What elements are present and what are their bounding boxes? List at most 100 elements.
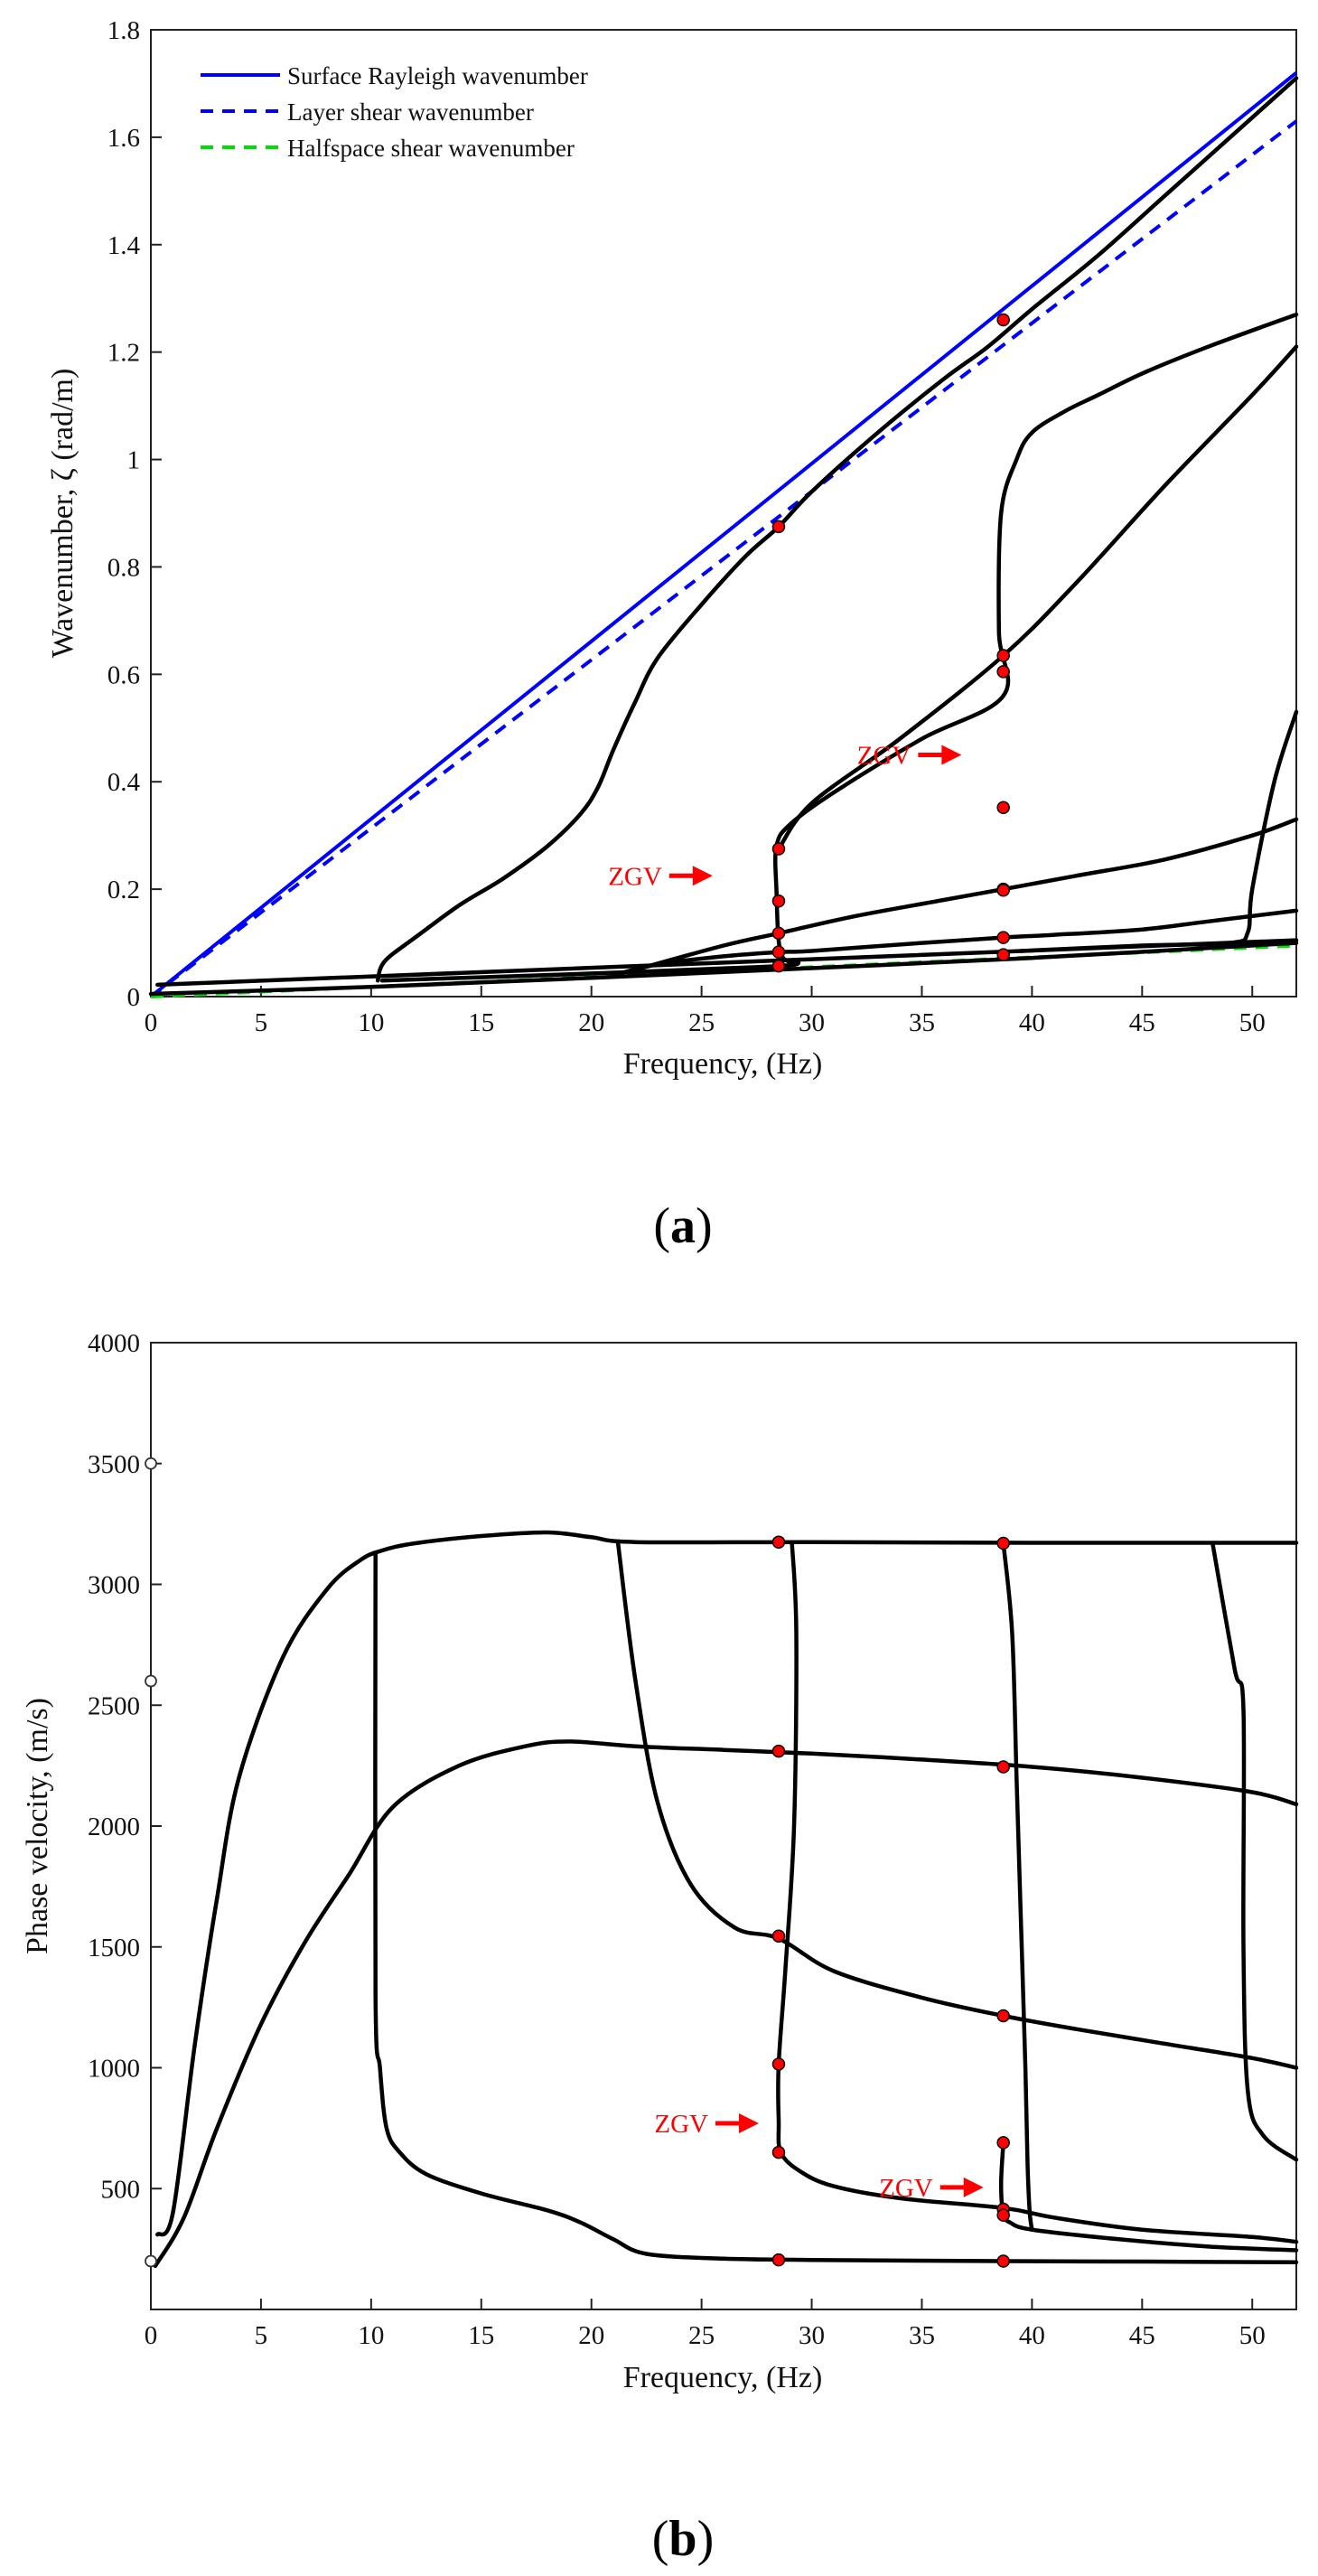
zgv-point-marker bbox=[771, 959, 786, 973]
y-tick-label: 3000 bbox=[88, 1571, 140, 1600]
zgv-point-marker bbox=[996, 2136, 1010, 2150]
zgv-point-marker bbox=[771, 2145, 786, 2159]
panel-b-tick-labels: 0 5 10 15 20 25 30 35 40 45 50 500 1000 1500 2000 2500 3… bbox=[88, 1329, 1266, 2350]
panel-b-letter: b bbox=[668, 2511, 696, 2567]
zgv-point-marker bbox=[771, 520, 786, 534]
x-tick-label: 5 bbox=[255, 1008, 268, 1037]
y-tick-label: 1500 bbox=[88, 1934, 140, 1962]
x-tick-label: 35 bbox=[909, 2321, 935, 2350]
x-tick-label: 25 bbox=[688, 1008, 715, 1037]
panel-b-axis-points bbox=[145, 1457, 157, 2268]
mode-curve-8 bbox=[1211, 1541, 1299, 2162]
panel-b-markers bbox=[771, 1535, 1010, 2268]
zgv-arrow-head bbox=[963, 2177, 984, 2197]
mode-curve-5 bbox=[776, 1540, 1299, 2244]
panel-a-letter: a bbox=[670, 1198, 696, 1254]
x-tick-label: 5 bbox=[255, 2321, 268, 2350]
zgv-annotation-label: ZGV bbox=[879, 2174, 933, 2203]
x-tick-label: 30 bbox=[799, 1008, 825, 1037]
legend-label-halfspace-shear: Halfspace shear wavenumber bbox=[287, 135, 575, 162]
zgv-arrow-head bbox=[692, 866, 713, 886]
mode-curve-5 bbox=[611, 908, 1299, 978]
zgv-point-marker bbox=[771, 842, 786, 856]
panel-b-label: (b) bbox=[652, 2511, 714, 2567]
zgv-point-marker bbox=[996, 1760, 1010, 1774]
x-tick-label: 0 bbox=[145, 1008, 158, 1037]
y-tick-label: 1000 bbox=[88, 2055, 140, 2084]
zgv-point-marker bbox=[996, 2208, 1010, 2222]
y-tick-label: 0.2 bbox=[107, 876, 140, 904]
x-tick-label: 15 bbox=[468, 1008, 494, 1037]
y-tick-label: 1 bbox=[127, 446, 141, 475]
panel-a-modes bbox=[148, 76, 1299, 997]
x-tick-label: 20 bbox=[578, 2321, 604, 2350]
panel-a-plot-area bbox=[150, 29, 1297, 998]
y-tick-label: 0.4 bbox=[107, 768, 141, 797]
mode-curve-1 bbox=[148, 941, 1299, 997]
zgv-arrow-head bbox=[941, 745, 962, 765]
x-tick-label: 30 bbox=[799, 2321, 825, 2350]
zgv-point-marker bbox=[771, 1535, 786, 1549]
mode-curve-4 bbox=[615, 1540, 1299, 2070]
x-tick-label: 0 bbox=[145, 2321, 158, 2350]
zgv-point-marker bbox=[996, 649, 1010, 662]
y-tick-label: 1.8 bbox=[107, 16, 140, 45]
zgv-point-marker bbox=[771, 1744, 786, 1758]
legend: Surface Rayleigh wavenumber Layer shear … bbox=[201, 62, 588, 162]
x-tick-label: 40 bbox=[1019, 2321, 1045, 2350]
panel-a-wavenumber-chart: ZGV ZGV 0 5 10 15 20 25 30 35 40 45 50 0 0.2 0.4 0.6 0.8… bbox=[46, 16, 1299, 1254]
zgv-annotation-label: ZGV bbox=[654, 2110, 708, 2139]
x-tick-label: 45 bbox=[1129, 1008, 1155, 1037]
x-tick-label: 10 bbox=[358, 1008, 384, 1037]
zgv-point-marker bbox=[996, 2254, 1010, 2268]
y-tick-label: 500 bbox=[101, 2175, 141, 2204]
x-tick-label: 25 bbox=[688, 2321, 715, 2350]
axis-point bbox=[145, 2254, 157, 2268]
mode-curve-4 bbox=[379, 312, 1299, 983]
x-tick-label: 40 bbox=[1019, 1008, 1045, 1037]
panel-a-markers bbox=[771, 313, 1010, 973]
zgv-arrow-head bbox=[739, 2113, 760, 2134]
panel-a-label: (a) bbox=[653, 1198, 712, 1254]
y-tick-label: 0.6 bbox=[107, 660, 140, 689]
y-tick-label: 0 bbox=[127, 983, 141, 1012]
panel-a-y-axis-title: Wavenumber, ζ (rad/m) bbox=[46, 369, 79, 659]
zgv-point-marker bbox=[771, 2057, 786, 2071]
panel-b-x-axis-title: Frequency, (Hz) bbox=[623, 2361, 823, 2394]
zgv-point-marker bbox=[771, 945, 786, 959]
mode-curve-6 bbox=[1001, 1541, 1034, 2232]
zgv-point-marker bbox=[771, 894, 786, 908]
zgv-point-marker bbox=[996, 931, 1010, 944]
zgv-point-marker bbox=[996, 1536, 1010, 1550]
y-tick-label: 1.4 bbox=[107, 231, 141, 260]
x-tick-label: 45 bbox=[1129, 2321, 1155, 2350]
zgv-point-marker bbox=[771, 926, 786, 941]
reference-line-surface-rayleigh-wavenumber bbox=[149, 70, 1298, 998]
axis-point bbox=[145, 1457, 157, 1470]
mode-curve-3 bbox=[375, 76, 1299, 983]
axis-point bbox=[145, 1674, 157, 1688]
zgv-point-marker bbox=[771, 1929, 786, 1943]
y-tick-label: 0.8 bbox=[107, 553, 140, 582]
mode-curve-1 bbox=[155, 1530, 1299, 2237]
panel-a-x-axis-title: Frequency, (Hz) bbox=[623, 1047, 823, 1081]
x-tick-label: 50 bbox=[1239, 1008, 1266, 1037]
y-tick-label: 1.6 bbox=[107, 124, 140, 153]
zgv-point-marker bbox=[996, 948, 1010, 961]
mode-curve-6 bbox=[633, 817, 1299, 972]
panel-a-tick-labels: 0 5 10 15 20 25 30 35 40 45 50 0 0.2 0.4 0.6 0.8 1 1.2 1.4… bbox=[107, 16, 1266, 1037]
mode-curve-8 bbox=[1018, 709, 1299, 953]
y-tick-label: 2000 bbox=[88, 1813, 140, 1841]
zgv-annotation-label: ZGV bbox=[608, 862, 662, 891]
zgv-point-marker bbox=[996, 665, 1010, 679]
zgv-annotation-label: ZGV bbox=[857, 742, 911, 771]
panel-b-y-axis-title: Phase velocity, (m/s) bbox=[21, 1698, 54, 1954]
x-tick-label: 15 bbox=[468, 2321, 494, 2350]
y-tick-label: 4000 bbox=[88, 1329, 140, 1358]
reference-line-layer-shear-wavenumber bbox=[149, 119, 1298, 998]
x-tick-label: 10 bbox=[358, 2321, 384, 2350]
x-tick-label: 35 bbox=[909, 1008, 935, 1037]
panel-b-plot-area bbox=[150, 1342, 1297, 2310]
zgv-point-marker bbox=[996, 313, 1010, 327]
